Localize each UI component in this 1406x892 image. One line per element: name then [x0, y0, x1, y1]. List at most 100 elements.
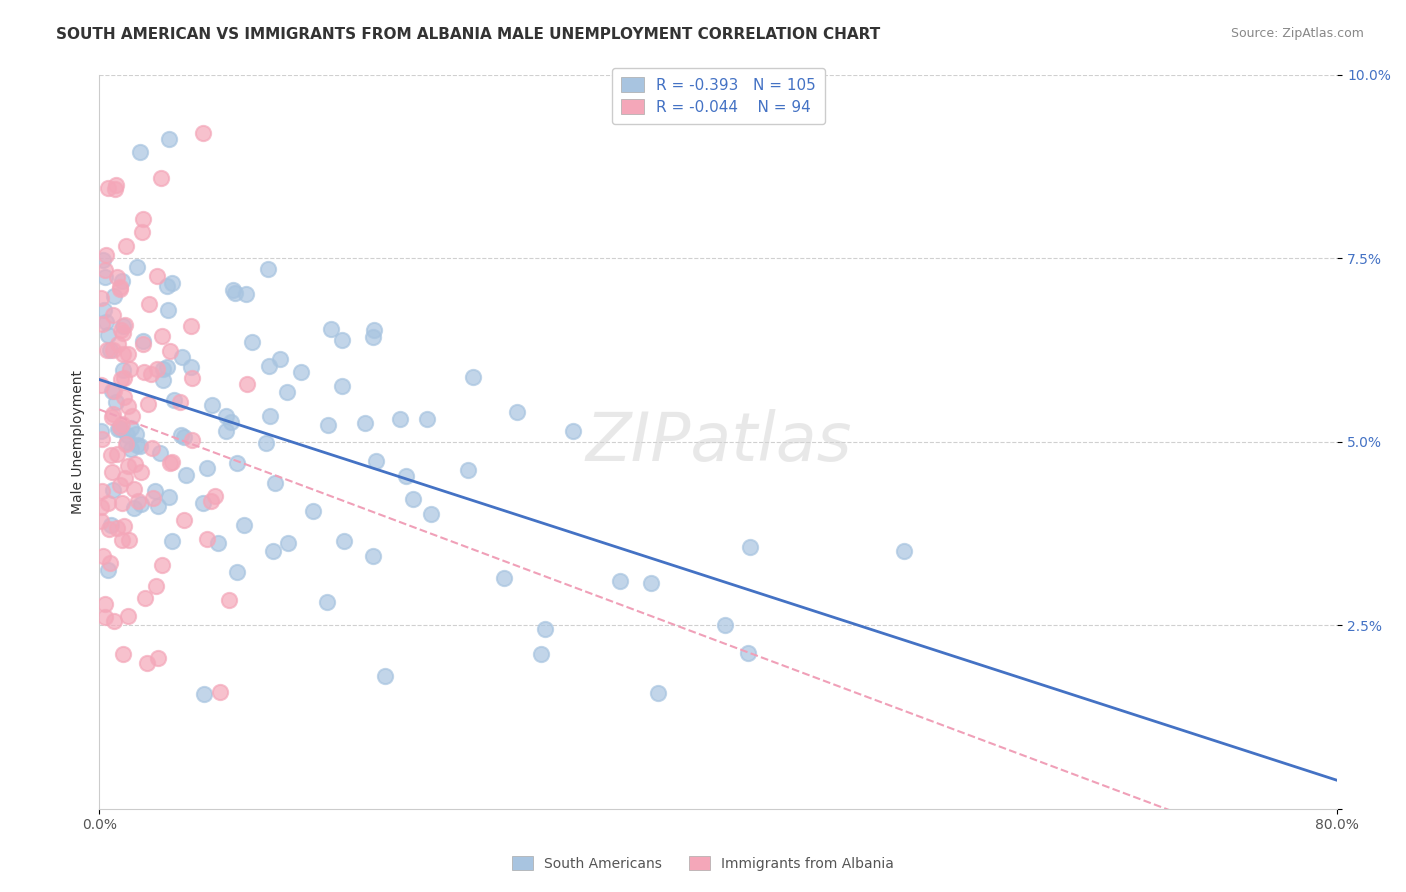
- Immigrants from Albania: [181, 433, 204, 447]
- Immigrants from Albania: [180, 319, 202, 334]
- Immigrants from Albania: [132, 211, 155, 226]
- Immigrants from Albania: [118, 362, 141, 376]
- Immigrants from Albania: [117, 608, 139, 623]
- South Americans: [457, 463, 479, 477]
- South Americans: [561, 424, 583, 438]
- South Americans: [332, 533, 354, 548]
- Immigrants from Albania: [218, 593, 240, 607]
- South Americans: [374, 669, 396, 683]
- Immigrants from Albania: [115, 239, 138, 253]
- Immigrants from Albania: [94, 248, 117, 262]
- South Americans: [195, 461, 218, 475]
- Immigrants from Albania: [145, 579, 167, 593]
- Immigrants from Albania: [108, 280, 131, 294]
- South Americans: [149, 446, 172, 460]
- Immigrants from Albania: [114, 471, 136, 485]
- Immigrants from Albania: [114, 318, 136, 333]
- South Americans: [647, 686, 669, 700]
- Immigrants from Albania: [117, 458, 139, 473]
- Immigrants from Albania: [93, 598, 115, 612]
- Immigrants from Albania: [236, 377, 259, 392]
- South Americans: [738, 540, 761, 554]
- Immigrants from Albania: [112, 519, 135, 533]
- Immigrants from Albania: [100, 465, 122, 479]
- South Americans: [222, 284, 245, 298]
- Immigrants from Albania: [105, 447, 128, 461]
- South Americans: [110, 421, 132, 435]
- Immigrants from Albania: [141, 368, 163, 382]
- Immigrants from Albania: [94, 262, 117, 277]
- Immigrants from Albania: [150, 558, 173, 573]
- Immigrants from Albania: [90, 500, 112, 514]
- South Americans: [97, 563, 120, 577]
- South Americans: [207, 536, 229, 550]
- Immigrants from Albania: [197, 533, 219, 547]
- South Americans: [264, 476, 287, 491]
- Immigrants from Albania: [200, 494, 222, 508]
- South Americans: [97, 327, 120, 342]
- South Americans: [160, 276, 183, 290]
- South Americans: [160, 533, 183, 548]
- South Americans: [155, 279, 177, 293]
- Immigrants from Albania: [112, 371, 135, 385]
- South Americans: [122, 500, 145, 515]
- South Americans: [321, 322, 343, 336]
- South Americans: [534, 622, 557, 636]
- South Americans: [609, 574, 631, 589]
- Immigrants from Albania: [132, 365, 155, 379]
- Immigrants from Albania: [169, 395, 191, 409]
- Immigrants from Albania: [146, 361, 169, 376]
- South Americans: [395, 469, 418, 483]
- South Americans: [276, 384, 298, 399]
- Immigrants from Albania: [98, 556, 121, 570]
- South Americans: [224, 285, 246, 300]
- South Americans: [714, 618, 737, 632]
- South Americans: [100, 384, 122, 398]
- Immigrants from Albania: [131, 336, 153, 351]
- Immigrants from Albania: [100, 448, 122, 462]
- Immigrants from Albania: [103, 407, 125, 421]
- South Americans: [402, 492, 425, 507]
- Immigrants from Albania: [105, 269, 128, 284]
- Immigrants from Albania: [129, 465, 152, 479]
- Immigrants from Albania: [159, 343, 181, 358]
- South Americans: [157, 132, 180, 146]
- South Americans: [254, 435, 277, 450]
- Immigrants from Albania: [104, 178, 127, 193]
- South Americans: [93, 303, 115, 318]
- South Americans: [201, 398, 224, 412]
- Text: ZIPatlas: ZIPatlas: [585, 409, 852, 475]
- Immigrants from Albania: [136, 657, 159, 671]
- South Americans: [129, 497, 152, 511]
- Immigrants from Albania: [208, 685, 231, 699]
- South Americans: [420, 508, 443, 522]
- South Americans: [143, 483, 166, 498]
- Immigrants from Albania: [131, 225, 153, 239]
- South Americans: [235, 286, 257, 301]
- Immigrants from Albania: [121, 409, 143, 423]
- Y-axis label: Male Unemployment: Male Unemployment: [72, 369, 86, 514]
- Immigrants from Albania: [118, 533, 141, 548]
- South Americans: [90, 425, 112, 439]
- South Americans: [112, 363, 135, 377]
- South Americans: [107, 422, 129, 436]
- Immigrants from Albania: [159, 456, 181, 470]
- Immigrants from Albania: [110, 372, 132, 386]
- Immigrants from Albania: [90, 514, 112, 528]
- Immigrants from Albania: [112, 390, 135, 404]
- South Americans: [330, 379, 353, 393]
- South Americans: [103, 483, 125, 497]
- Immigrants from Albania: [91, 549, 114, 563]
- South Americans: [111, 274, 134, 288]
- Immigrants from Albania: [181, 371, 204, 385]
- South Americans: [128, 439, 150, 453]
- Immigrants from Albania: [111, 533, 134, 547]
- Immigrants from Albania: [105, 521, 128, 535]
- Immigrants from Albania: [108, 478, 131, 492]
- Immigrants from Albania: [97, 496, 120, 510]
- Immigrants from Albania: [111, 495, 134, 509]
- South Americans: [103, 289, 125, 303]
- Immigrants from Albania: [115, 436, 138, 450]
- Text: SOUTH AMERICAN VS IMMIGRANTS FROM ALBANIA MALE UNEMPLOYMENT CORRELATION CHART: SOUTH AMERICAN VS IMMIGRANTS FROM ALBANI…: [56, 27, 880, 42]
- Immigrants from Albania: [160, 455, 183, 469]
